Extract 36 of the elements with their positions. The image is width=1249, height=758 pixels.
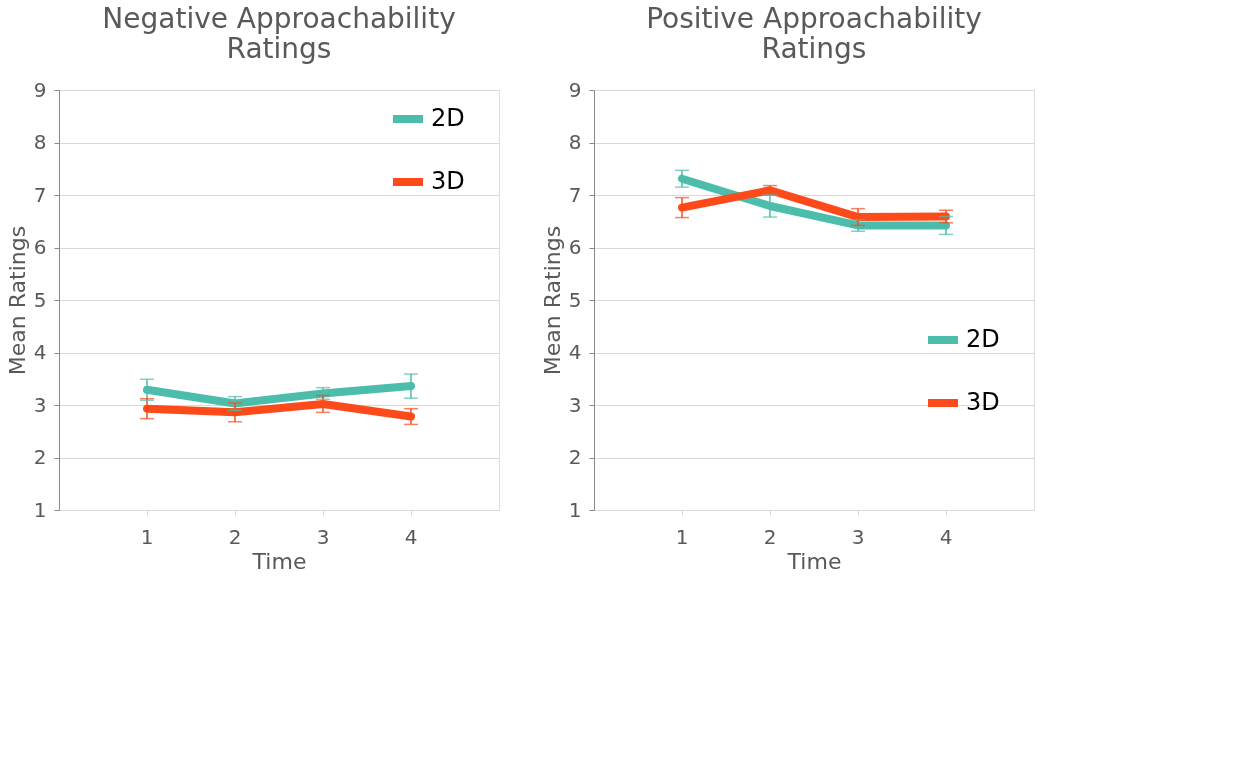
x-tick-label: 4 [404,524,418,549]
y-tick-label: 6 [33,235,47,259]
y-tick-label: 4 [568,340,582,364]
x-tick-label: 2 [763,524,777,549]
y-tick-label: 1 [568,497,582,522]
x-tick-label: 1 [675,524,689,549]
x-tick-label: 3 [851,524,865,549]
y-axis-title: Mean Ratings [539,225,565,376]
y-tick-label: 8 [33,130,47,154]
chart-title: Positive Approachability Ratings [646,2,982,65]
y-tick-label: 2 [568,445,582,469]
x-tick-label: 4 [939,524,953,549]
y-tick-label: 3 [33,392,47,417]
chart-title: Negative Approachability Ratings [102,2,456,65]
legend-label: 2D [431,104,465,132]
x-tick-label: 2 [228,524,242,549]
y-tick-label: 6 [568,235,582,259]
legend-label: 2D [966,325,1000,353]
x-axis-title: Time [251,548,307,574]
y-tick-label: 5 [33,287,47,312]
y-tick-label: 3 [568,392,582,417]
y-tick-label: 7 [568,182,582,207]
y-tick-label: 2 [33,445,47,469]
y-tick-label: 4 [33,340,47,364]
x-axis-title: Time [786,548,842,574]
y-tick-label: 1 [33,497,47,522]
legend-label: 3D [966,388,1000,416]
x-tick-label: 1 [140,524,154,549]
y-axis-title: Mean Ratings [4,225,30,376]
y-tick-label: 9 [568,77,582,102]
y-tick-label: 7 [33,182,47,207]
y-tick-label: 8 [568,130,582,154]
legend-label: 3D [431,167,465,195]
y-tick-label: 5 [568,287,582,312]
y-tick-label: 9 [33,77,47,102]
x-tick-label: 3 [316,524,330,549]
